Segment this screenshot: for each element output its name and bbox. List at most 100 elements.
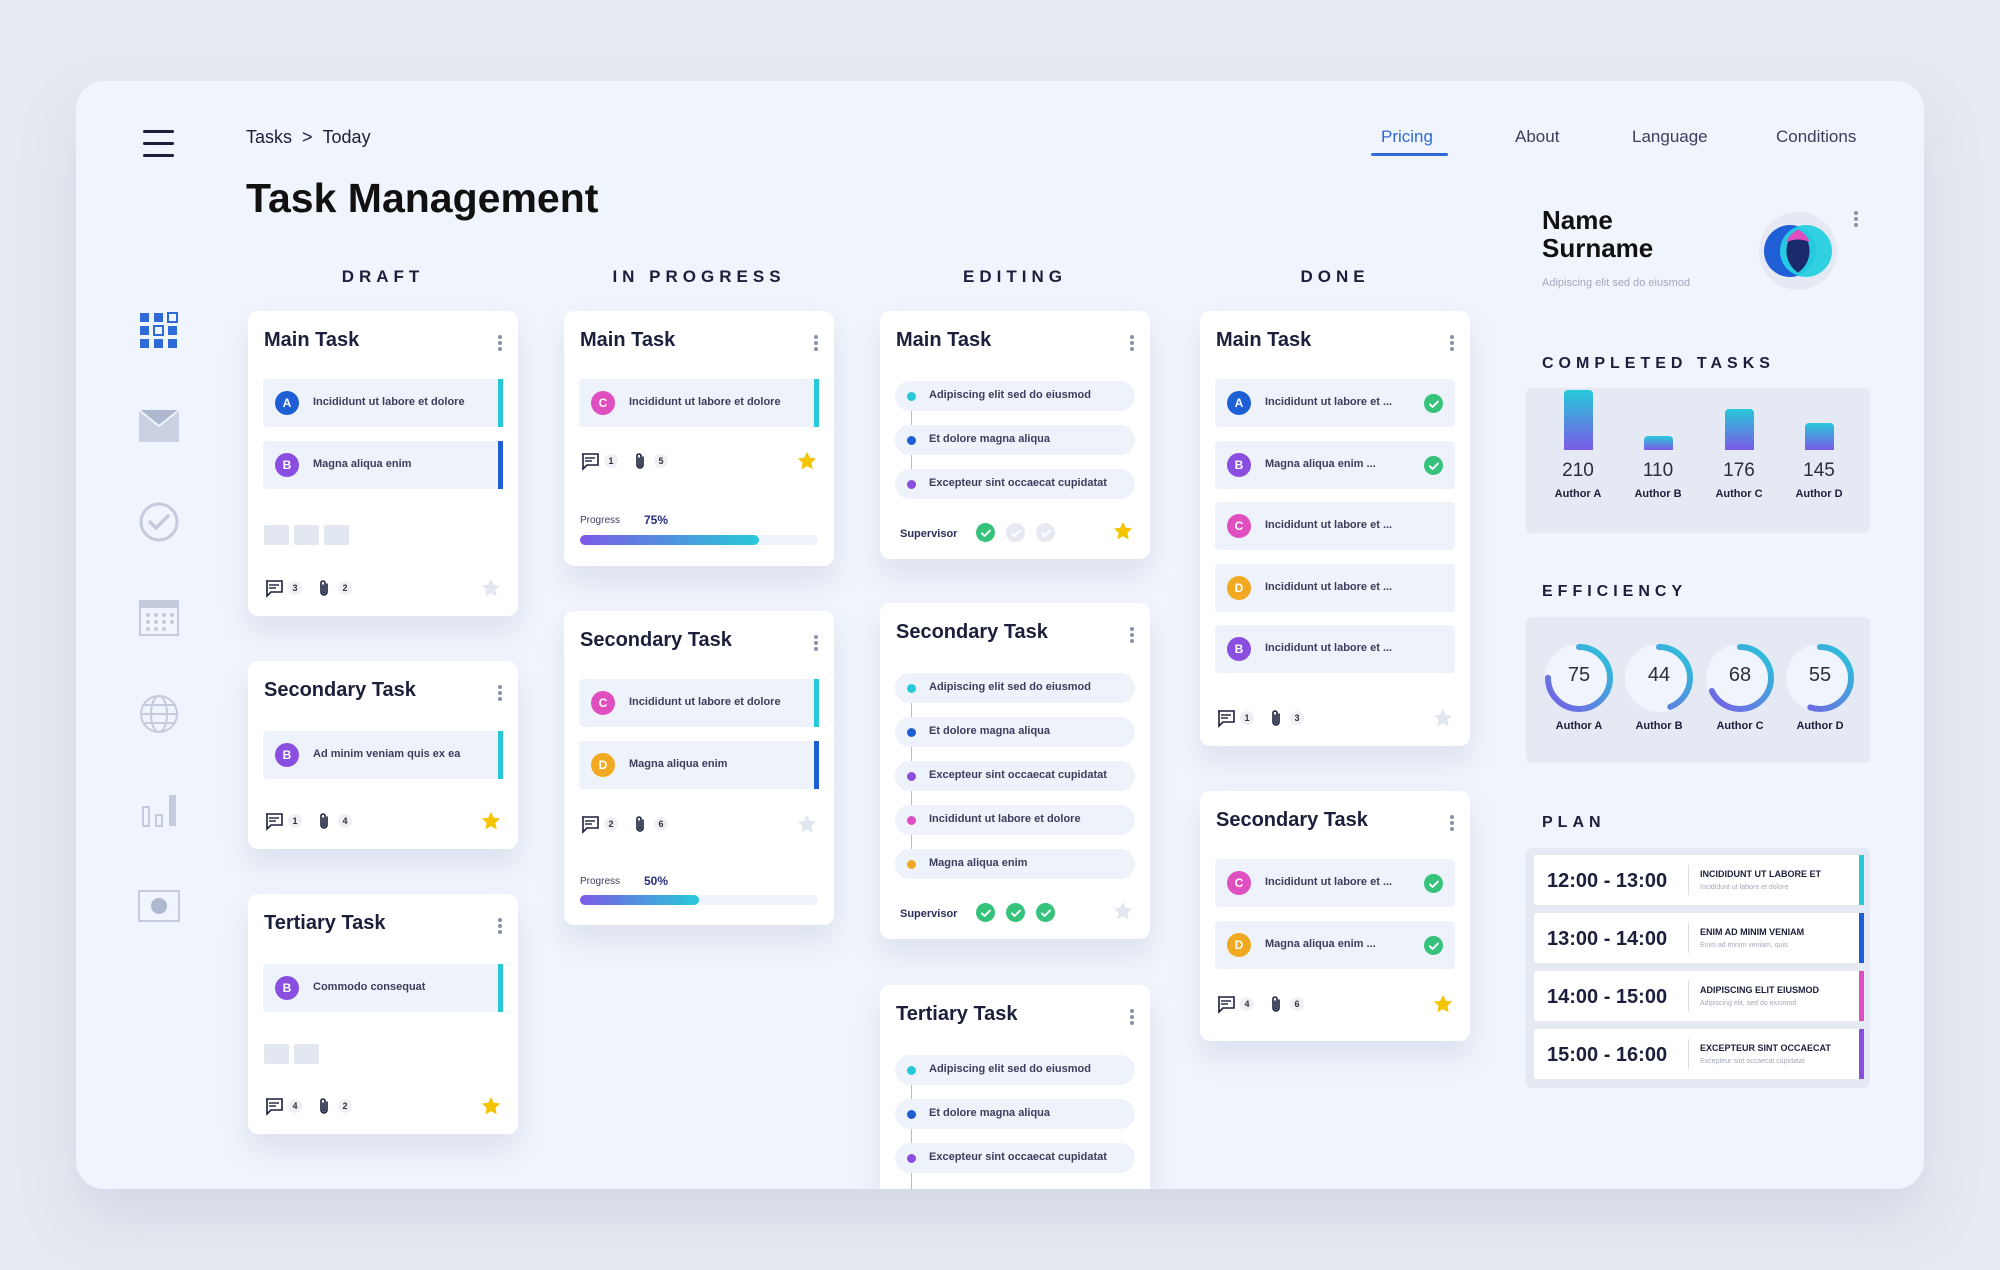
timeline-step[interactable]: Adipiscing elit sed do eiusmod <box>895 1055 1135 1085</box>
done-secondary-card[interactable]: Secondary Task C Incididunt ut labore et… <box>1200 791 1470 1041</box>
star-icon[interactable] <box>1112 900 1134 922</box>
task-item[interactable]: B Incididunt ut labore et ... <box>1215 625 1455 673</box>
timeline-step[interactable]: Incididunt ut labore et dolore <box>895 805 1135 835</box>
author-label: Author D <box>1795 488 1843 500</box>
comment-icon[interactable] <box>1216 708 1236 728</box>
task-item[interactable]: D Incididunt ut labore et ... <box>1215 564 1455 612</box>
progress-secondary-card[interactable]: Secondary Task C Incididunt ut labore et… <box>564 611 834 925</box>
plan-time: 15:00 - 16:00 <box>1547 1044 1668 1066</box>
task-item[interactable]: C Incididunt ut labore et dolore <box>579 379 819 427</box>
progress-main-card[interactable]: Main Task C Incididunt ut labore et dolo… <box>564 311 834 566</box>
media-record-icon[interactable] <box>136 883 182 929</box>
mail-icon[interactable] <box>136 403 182 449</box>
editing-main-card[interactable]: Main Task Adipiscing elit sed do eiusmod… <box>880 311 1150 559</box>
task-item[interactable]: B Magna aliqua enim ... <box>1215 441 1455 489</box>
editing-tertiary-card[interactable]: Tertiary Task Adipiscing elit sed do eiu… <box>880 985 1150 1189</box>
task-item[interactable]: C Incididunt ut labore et ... <box>1215 502 1455 550</box>
more-options-icon[interactable] <box>1130 627 1134 643</box>
bar-chart-icon[interactable] <box>136 787 182 833</box>
nav-about[interactable]: About <box>1515 127 1560 146</box>
comment-icon[interactable] <box>264 1096 284 1116</box>
attachment-icon[interactable] <box>1266 994 1286 1014</box>
timeline-step[interactable]: Adipiscing elit sed do eiusmod <box>895 673 1135 703</box>
task-item[interactable]: A Incididunt ut labore et ... <box>1215 379 1455 427</box>
editing-secondary-card[interactable]: Secondary Task Adipiscing elit sed do ei… <box>880 603 1150 939</box>
timeline-step[interactable]: Et dolore magna aliqua <box>895 1099 1135 1129</box>
task-item[interactable]: A Incididunt ut labore et dolore <box>263 379 503 427</box>
star-icon[interactable] <box>480 577 502 599</box>
completed-check-icon <box>1424 456 1443 475</box>
star-icon[interactable] <box>796 813 818 835</box>
card-footer: 4 6 <box>1216 994 1312 1014</box>
more-options-icon[interactable] <box>1450 815 1454 831</box>
task-item[interactable]: B Commodo consequat <box>263 964 503 1012</box>
comment-icon[interactable] <box>264 811 284 831</box>
timeline-step[interactable]: Excepteur sint occaecat cupidatat <box>895 1143 1135 1173</box>
plan-row[interactable]: 13:00 - 14:00 ENIM AD MINIM VENIAM Enim … <box>1534 913 1864 963</box>
plan-row[interactable]: 14:00 - 15:00 ADIPISCING ELIT EIUSMOD Ad… <box>1534 971 1864 1021</box>
nav-language[interactable]: Language <box>1632 127 1708 146</box>
draft-tertiary-card[interactable]: Tertiary Task B Commodo consequat 4 2 <box>248 894 518 1134</box>
more-options-icon[interactable] <box>1130 335 1134 351</box>
star-icon[interactable] <box>1112 520 1134 542</box>
star-icon[interactable] <box>1432 707 1454 729</box>
more-options-icon[interactable] <box>1130 1009 1134 1025</box>
card-footer: 1 5 <box>580 451 676 471</box>
more-options-icon[interactable] <box>814 335 818 351</box>
nav-pricing[interactable]: Pricing <box>1381 127 1433 146</box>
task-item[interactable]: C Incididunt ut labore et ... <box>1215 859 1455 907</box>
attachment-icon[interactable] <box>314 1096 334 1116</box>
supervisor-label: Supervisor <box>900 908 958 920</box>
more-options-icon[interactable] <box>498 918 502 934</box>
nav-conditions[interactable]: Conditions <box>1776 127 1857 146</box>
attachment-icon[interactable] <box>314 811 334 831</box>
timeline-step[interactable]: Adipiscing elit sed do eiusmod <box>895 381 1135 411</box>
efficiency-ring: 55 Author D <box>1784 642 1856 732</box>
attachment-icon[interactable] <box>1266 708 1286 728</box>
task-item[interactable]: B Magna aliqua enim <box>263 441 503 489</box>
avatar[interactable] <box>1758 211 1838 291</box>
comment-icon[interactable] <box>264 578 284 598</box>
more-options-icon[interactable] <box>1450 335 1454 351</box>
star-icon[interactable] <box>480 1095 502 1117</box>
timeline-step[interactable]: Excepteur sint occaecat cupidatat <box>895 761 1135 791</box>
avatar: B <box>275 453 299 477</box>
plan-row[interactable]: 15:00 - 16:00 EXCEPTEUR SINT OCCAECAT Ex… <box>1534 1029 1864 1079</box>
comment-icon[interactable] <box>580 451 600 471</box>
timeline-step[interactable]: Et dolore magna aliqua <box>895 425 1135 455</box>
star-icon[interactable] <box>1432 993 1454 1015</box>
comment-icon[interactable] <box>580 814 600 834</box>
profile-options-icon[interactable] <box>1854 211 1858 227</box>
menu-icon[interactable] <box>143 130 174 157</box>
more-options-icon[interactable] <box>814 635 818 651</box>
timeline-step[interactable]: Excepteur sint occaecat cupidatat <box>895 469 1135 499</box>
comment-count: 4 <box>1240 997 1254 1011</box>
approval-check-icon <box>1006 903 1025 922</box>
star-icon[interactable] <box>480 810 502 832</box>
task-item[interactable]: C Incididunt ut labore et dolore <box>579 679 819 727</box>
globe-icon[interactable] <box>136 691 182 737</box>
attachment-icon[interactable] <box>630 451 650 471</box>
efficiency-value: 44 <box>1647 664 1671 686</box>
draft-main-card[interactable]: Main Task A Incididunt ut labore et dolo… <box>248 311 518 616</box>
calendar-icon[interactable] <box>136 595 182 641</box>
progress-bar-fill <box>580 535 759 545</box>
task-item[interactable]: D Magna aliqua enim <box>579 741 819 789</box>
timeline-step[interactable]: Et dolore magna aliqua <box>895 717 1135 747</box>
attachment-icon[interactable] <box>630 814 650 834</box>
breadcrumb-today[interactable]: Today <box>322 127 371 147</box>
comment-icon[interactable] <box>1216 994 1236 1014</box>
dashboard-grid-icon[interactable] <box>136 308 182 354</box>
more-options-icon[interactable] <box>498 335 502 351</box>
done-main-card[interactable]: Main Task A Incididunt ut labore et ... … <box>1200 311 1470 746</box>
attachment-icon[interactable] <box>314 578 334 598</box>
timeline-step[interactable]: Magna aliqua enim <box>895 849 1135 879</box>
task-item[interactable]: B Ad minim veniam quis ex ea <box>263 731 503 779</box>
draft-secondary-card[interactable]: Secondary Task B Ad minim veniam quis ex… <box>248 661 518 849</box>
star-icon[interactable] <box>796 450 818 472</box>
task-item[interactable]: D Magna aliqua enim ... <box>1215 921 1455 969</box>
check-circle-icon[interactable] <box>136 499 182 545</box>
plan-row[interactable]: 12:00 - 13:00 INCIDIDUNT UT LABORE ET In… <box>1534 855 1864 905</box>
breadcrumb-tasks[interactable]: Tasks <box>246 127 293 147</box>
more-options-icon[interactable] <box>498 685 502 701</box>
